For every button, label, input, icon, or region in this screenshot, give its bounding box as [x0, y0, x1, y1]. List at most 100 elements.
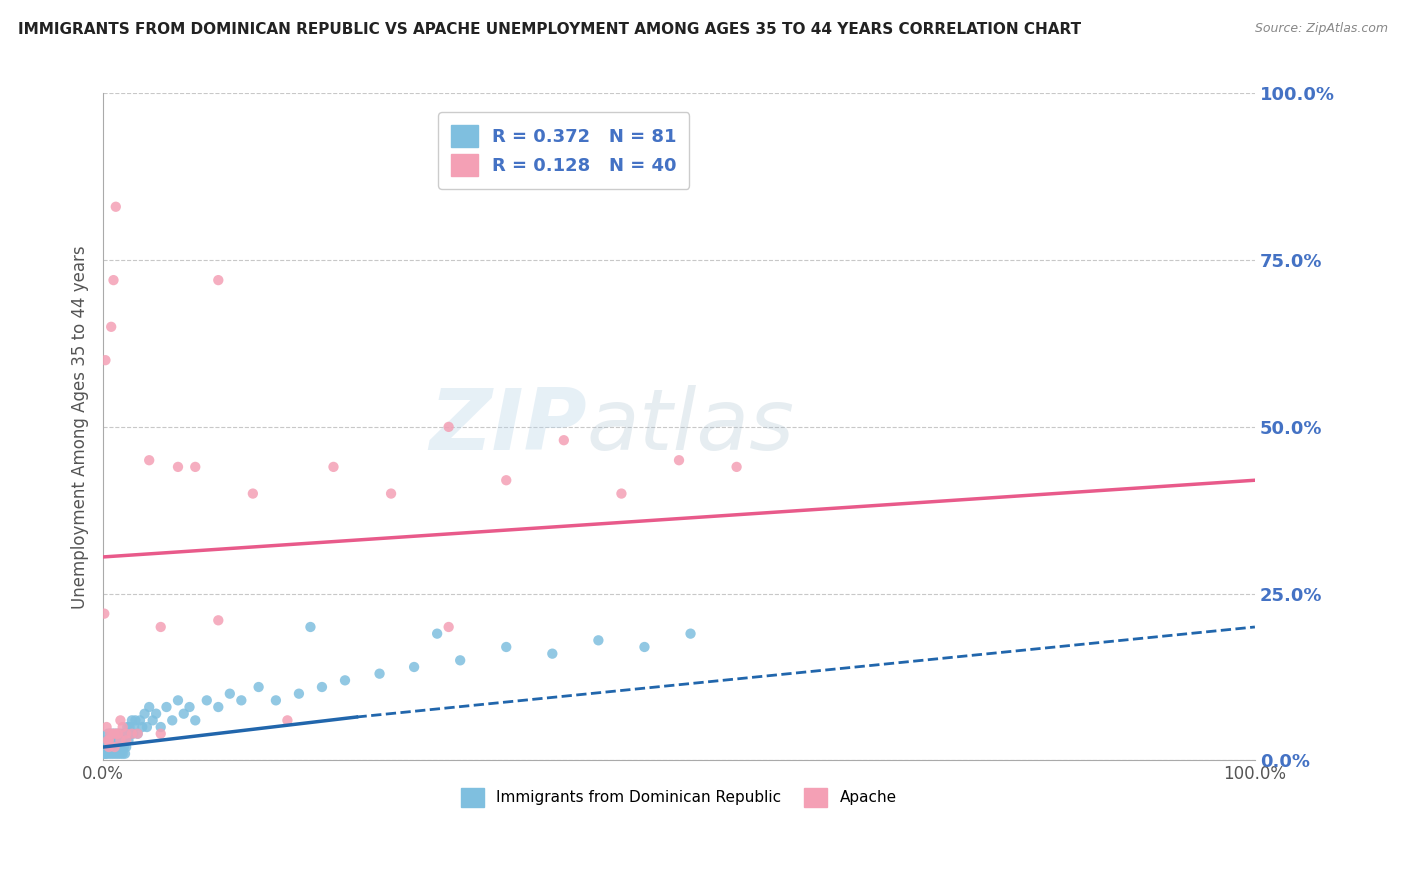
- Point: [124, 714, 146, 728]
- Point: [122, 720, 145, 734]
- Point: [134, 706, 156, 721]
- Point: [437, 420, 460, 434]
- Point: [98, 739, 121, 754]
- Point: [288, 687, 311, 701]
- Point: [276, 714, 298, 728]
- Point: [610, 486, 633, 500]
- Point: [207, 700, 229, 714]
- Point: [100, 319, 122, 334]
- Point: [121, 727, 143, 741]
- Point: [149, 727, 172, 741]
- Point: [114, 747, 136, 761]
- Point: [495, 640, 517, 654]
- Point: [96, 720, 118, 734]
- Point: [149, 720, 172, 734]
- Point: [101, 727, 124, 741]
- Point: [299, 620, 322, 634]
- Point: [111, 720, 134, 734]
- Point: [104, 200, 127, 214]
- Point: [553, 434, 575, 448]
- Point: [495, 473, 517, 487]
- Point: [111, 733, 134, 747]
- Point: [101, 727, 124, 741]
- Point: [97, 727, 120, 741]
- Point: [333, 673, 356, 688]
- Point: [179, 700, 201, 714]
- Point: [105, 739, 128, 754]
- Legend: Immigrants from Dominican Republic, Apache: Immigrants from Dominican Republic, Apac…: [456, 782, 903, 813]
- Point: [97, 733, 120, 747]
- Point: [679, 626, 702, 640]
- Point: [105, 727, 128, 741]
- Point: [110, 733, 132, 747]
- Point: [93, 607, 115, 621]
- Point: [264, 693, 287, 707]
- Point: [207, 273, 229, 287]
- Point: [110, 727, 132, 741]
- Point: [242, 486, 264, 500]
- Point: [110, 739, 132, 754]
- Point: [121, 714, 143, 728]
- Point: [131, 720, 153, 734]
- Y-axis label: Unemployment Among Ages 35 to 44 years: Unemployment Among Ages 35 to 44 years: [72, 245, 89, 608]
- Point: [138, 700, 160, 714]
- Point: [105, 727, 128, 741]
- Point: [115, 739, 138, 754]
- Point: [426, 626, 449, 640]
- Point: [311, 680, 333, 694]
- Point: [96, 747, 118, 761]
- Point: [97, 739, 120, 754]
- Point: [104, 747, 127, 761]
- Point: [107, 727, 129, 741]
- Point: [404, 660, 426, 674]
- Point: [218, 687, 240, 701]
- Point: [100, 747, 122, 761]
- Point: [138, 453, 160, 467]
- Text: ZIP: ZIP: [429, 385, 586, 468]
- Point: [98, 727, 121, 741]
- Point: [115, 733, 138, 747]
- Point: [122, 727, 145, 741]
- Text: IMMIGRANTS FROM DOMINICAN REPUBLIC VS APACHE UNEMPLOYMENT AMONG AGES 35 TO 44 YE: IMMIGRANTS FROM DOMINICAN REPUBLIC VS AP…: [18, 22, 1081, 37]
- Point: [184, 714, 207, 728]
- Text: atlas: atlas: [586, 385, 794, 468]
- Point: [112, 727, 135, 741]
- Point: [97, 747, 120, 761]
- Point: [449, 653, 471, 667]
- Point: [725, 459, 748, 474]
- Point: [110, 714, 132, 728]
- Point: [94, 739, 117, 754]
- Point: [94, 747, 117, 761]
- Point: [184, 459, 207, 474]
- Point: [103, 273, 125, 287]
- Point: [108, 739, 131, 754]
- Point: [127, 727, 149, 741]
- Point: [117, 720, 139, 734]
- Point: [97, 739, 120, 754]
- Point: [107, 733, 129, 747]
- Point: [97, 733, 120, 747]
- Point: [195, 693, 218, 707]
- Point: [668, 453, 690, 467]
- Point: [117, 733, 139, 747]
- Point: [167, 459, 190, 474]
- Point: [108, 727, 131, 741]
- Point: [111, 747, 134, 761]
- Point: [247, 680, 270, 694]
- Text: Source: ZipAtlas.com: Source: ZipAtlas.com: [1254, 22, 1388, 36]
- Point: [110, 733, 132, 747]
- Point: [118, 720, 141, 734]
- Point: [173, 706, 195, 721]
- Point: [103, 747, 125, 761]
- Point: [368, 666, 391, 681]
- Point: [94, 353, 117, 368]
- Point: [207, 613, 229, 627]
- Point: [104, 727, 127, 741]
- Point: [100, 733, 122, 747]
- Point: [97, 733, 120, 747]
- Point: [149, 620, 172, 634]
- Point: [380, 486, 402, 500]
- Point: [107, 747, 129, 761]
- Point: [127, 727, 149, 741]
- Point: [96, 733, 118, 747]
